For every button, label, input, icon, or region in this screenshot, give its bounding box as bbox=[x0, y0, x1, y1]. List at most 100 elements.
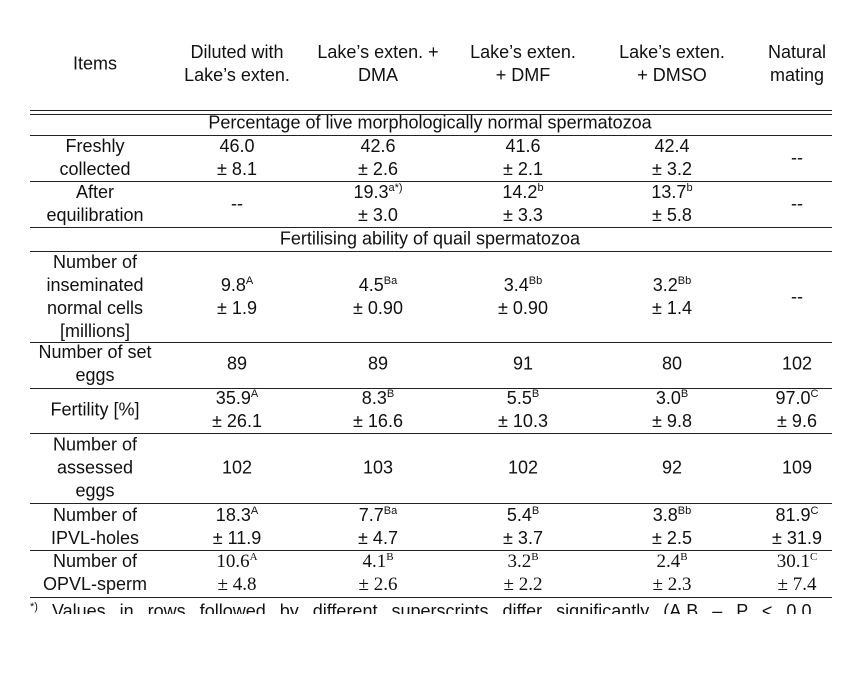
cell-text: -- bbox=[231, 193, 243, 214]
cell: 102 bbox=[508, 457, 538, 480]
cell-sup: Bb bbox=[677, 505, 692, 517]
cell-sd: ± 26.1 bbox=[212, 411, 262, 431]
footnote-mark: *) bbox=[30, 601, 38, 613]
cell-sd: ± 1.4 bbox=[652, 298, 692, 318]
label-line: eggs bbox=[75, 480, 115, 501]
footnote-text: Values in rows followed by different sup… bbox=[51, 601, 812, 614]
row-label: Number of OPVL-sperm bbox=[43, 550, 147, 596]
cell: 35.9A ± 26.1 bbox=[212, 387, 262, 433]
label-line: Number of bbox=[52, 551, 138, 571]
cell-sup: b bbox=[537, 182, 544, 194]
cell-sup: B bbox=[531, 551, 539, 563]
cell: 10.6A ± 4.8 bbox=[216, 550, 257, 596]
rule bbox=[30, 433, 832, 434]
cell-text: 89 bbox=[367, 353, 389, 374]
cell-value: 42.4 bbox=[654, 136, 690, 156]
cell-sup: A bbox=[245, 275, 254, 287]
cell: 42.6 ± 2.6 bbox=[358, 135, 398, 181]
cell-text: -- bbox=[791, 286, 803, 307]
cell-value: 3.8 bbox=[652, 505, 678, 525]
label-line: Number of bbox=[52, 252, 138, 272]
cell-sup: A bbox=[249, 551, 258, 563]
rule bbox=[30, 503, 832, 504]
cell: -- bbox=[791, 147, 803, 170]
cell: 103 bbox=[363, 457, 393, 480]
cell: 14.2b ± 3.3 bbox=[502, 181, 543, 227]
row-label: Freshly collected bbox=[59, 135, 130, 181]
cell-sup: B bbox=[680, 388, 689, 400]
label-line: eggs bbox=[75, 365, 115, 385]
header-line: + DMSO bbox=[637, 65, 707, 85]
cell-sd: ± 2.6 bbox=[358, 574, 398, 595]
cell-value: 5.5 bbox=[506, 388, 532, 408]
cell-sd: ± 11.9 bbox=[212, 528, 262, 548]
cell-value: 5.4 bbox=[506, 505, 532, 525]
cell-text: 80 bbox=[661, 353, 683, 374]
label-line: Number of bbox=[52, 505, 138, 525]
cell-sd: ± 4.8 bbox=[217, 574, 257, 595]
cell: 8.3B ± 16.6 bbox=[353, 387, 403, 433]
cell-text: 89 bbox=[226, 353, 248, 374]
cell-text: 109 bbox=[781, 457, 813, 478]
cell-value: 19.3 bbox=[353, 182, 389, 202]
cell-sup: B bbox=[531, 388, 540, 400]
cell: 91 bbox=[513, 353, 533, 376]
cell-sd: ± 2.1 bbox=[503, 159, 543, 179]
cell-sup: B bbox=[680, 551, 688, 563]
cell: 80 bbox=[662, 353, 682, 376]
cell-sup: B bbox=[531, 505, 540, 517]
cell-value: 4.1 bbox=[362, 551, 387, 572]
cell-sup: Bb bbox=[677, 275, 692, 287]
cell: 97.0C ± 9.6 bbox=[776, 387, 819, 433]
header-line: Lake’s exten. bbox=[619, 42, 725, 62]
cell-sd: ± 2.3 bbox=[652, 574, 692, 595]
cell-sd: ± 7.4 bbox=[777, 574, 817, 595]
row-label: After equilibration bbox=[46, 181, 143, 227]
cell-value: 4.5 bbox=[358, 275, 384, 295]
rule bbox=[30, 227, 832, 228]
cell-value: 7.7 bbox=[358, 505, 384, 525]
cell-sup: B bbox=[386, 551, 394, 563]
cell-sup: b bbox=[686, 182, 693, 194]
cell: 81.9C ± 31.9 bbox=[772, 504, 822, 550]
footnote: *) Values in rows followed by different … bbox=[30, 600, 840, 614]
cell-value: 13.7 bbox=[651, 182, 687, 202]
cell-sd: ± 10.3 bbox=[498, 411, 548, 431]
cell-value: 42.6 bbox=[360, 136, 396, 156]
cell-sd: ± 8.1 bbox=[217, 159, 257, 179]
row-label: Number of assessed eggs bbox=[53, 434, 137, 503]
label-line: Number of bbox=[52, 434, 138, 455]
cell-sup: a*) bbox=[388, 182, 403, 194]
rule bbox=[30, 550, 832, 551]
cell: 13.7b ± 5.8 bbox=[651, 181, 692, 227]
cell: 41.6 ± 2.1 bbox=[503, 135, 543, 181]
rule bbox=[30, 114, 832, 115]
cell-value: 3.2 bbox=[652, 275, 678, 295]
cell: 5.4B ± 3.7 bbox=[503, 504, 543, 550]
section-title: Fertilising ability of quail spermatozoa bbox=[279, 228, 581, 249]
column-header: Lake’s exten. + DMSO bbox=[619, 41, 725, 87]
cell-text: 102 bbox=[781, 353, 813, 374]
label-line: equilibration bbox=[46, 205, 144, 225]
label-line: normal cells bbox=[46, 298, 144, 318]
cell-value: 3.0 bbox=[655, 388, 681, 408]
cell-sd: ± 0.90 bbox=[353, 298, 403, 318]
cell-value: 35.9 bbox=[215, 388, 251, 408]
cell-value: 18.3 bbox=[215, 505, 251, 525]
cell: 109 bbox=[782, 457, 812, 480]
rule bbox=[30, 388, 832, 389]
cell-sup: B bbox=[386, 388, 395, 400]
cell-sd: ± 4.7 bbox=[358, 528, 398, 548]
cell: 3.8Bb ± 2.5 bbox=[652, 504, 692, 550]
header-line: mating bbox=[769, 65, 825, 85]
label-line: IPVL-holes bbox=[50, 528, 140, 548]
cell-text: 102 bbox=[221, 457, 253, 478]
cell: 7.7Ba ± 4.7 bbox=[358, 504, 398, 550]
cell-sup: Ba bbox=[383, 505, 398, 517]
cell: 4.1B ± 2.6 bbox=[359, 550, 398, 596]
label-line: Fertility [%] bbox=[50, 399, 140, 420]
cell-sd: ± 3.7 bbox=[503, 528, 543, 548]
cell-sup: Bb bbox=[528, 275, 543, 287]
cell-text: 91 bbox=[512, 353, 534, 374]
cell: -- bbox=[791, 286, 803, 309]
